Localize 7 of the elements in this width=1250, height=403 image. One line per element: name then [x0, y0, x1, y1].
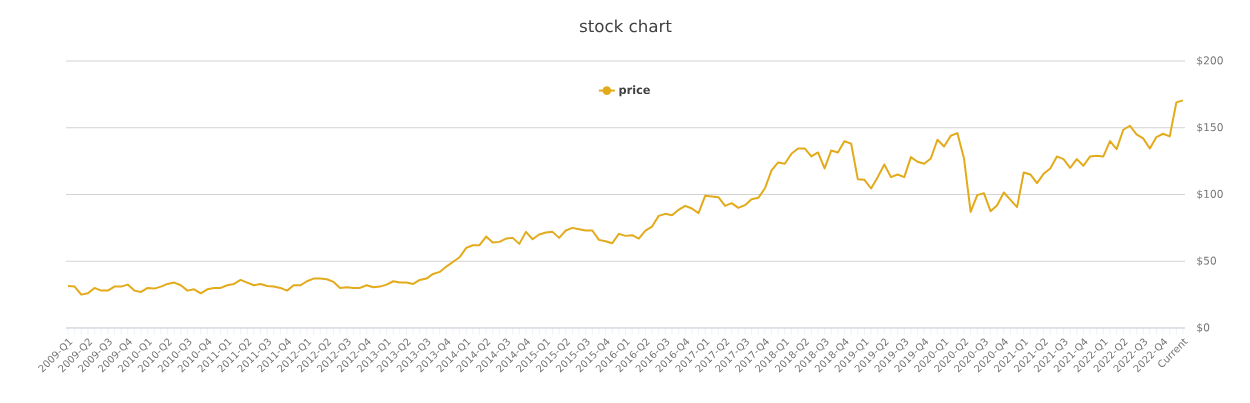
legend-label: price	[619, 85, 650, 97]
y-tick-label: $200	[1197, 56, 1223, 66]
y-tick-label: $50	[1197, 256, 1217, 267]
y-tick-label: $100	[1197, 189, 1223, 200]
y-tick-label: $150	[1197, 122, 1223, 133]
chart-title: stock chart	[579, 19, 672, 33]
y-tick-label: $0	[1197, 323, 1210, 333]
